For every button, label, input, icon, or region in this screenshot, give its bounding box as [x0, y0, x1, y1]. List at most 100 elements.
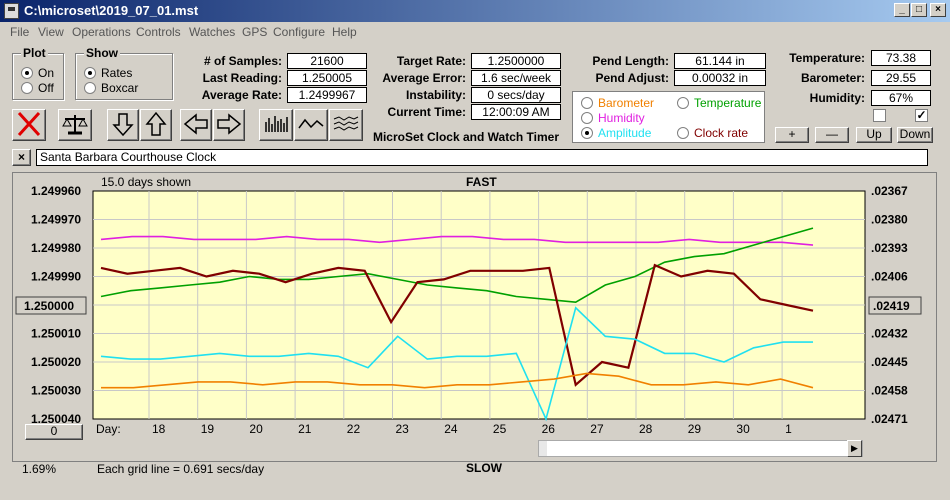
zero-button[interactable]: 0: [25, 424, 83, 440]
balance-button[interactable]: [58, 109, 92, 141]
menu-gps[interactable]: GPS: [242, 25, 268, 39]
series-line-barometer: [101, 372, 814, 389]
target-rate-label: Target Rate:: [396, 54, 466, 68]
menu-help[interactable]: Help: [332, 25, 357, 39]
series-barometer-label: Barometer: [598, 96, 655, 110]
percent-readout: 1.69%: [22, 462, 57, 476]
series-line-temperature: [100, 227, 814, 304]
show-group-title: Show: [84, 46, 120, 60]
radio-icon: [677, 97, 689, 109]
current-time-field: 12:00:09 AM: [471, 104, 561, 120]
x-tick: 26: [542, 422, 556, 436]
radio-selected-icon: [21, 67, 33, 79]
close-window-button[interactable]: ×: [930, 3, 946, 17]
arrow-right-button[interactable]: [213, 109, 245, 141]
show-rates-radio[interactable]: Rates: [84, 66, 132, 80]
average-rate-field: 1.2499967: [287, 87, 367, 103]
pend-length-label: Pend Length:: [592, 54, 669, 68]
series-line-humidity: [100, 235, 814, 246]
option-checkbox-2[interactable]: ✓: [915, 108, 928, 122]
center-right-button: [868, 296, 922, 315]
plus-button[interactable]: +: [775, 127, 809, 143]
center-right-label: .02419: [873, 299, 910, 313]
samples-field: 21600: [287, 53, 367, 69]
rate-chart: 1.249960 1.249970 1.249980 1.249990 1.250010…: [15, 175, 922, 436]
arrow-right-icon: [217, 113, 242, 135]
maximize-button[interactable]: □: [911, 3, 927, 17]
arrow-left-button[interactable]: [180, 109, 212, 141]
samples-label: # of Samples:: [203, 54, 282, 68]
center-rate-button: [15, 296, 87, 315]
radio-icon: [21, 82, 33, 94]
minus-button[interactable]: —: [815, 127, 849, 143]
humidity-label: Humidity:: [809, 91, 865, 105]
y-left-tick: 1.250020: [31, 355, 81, 369]
y-right-tick: .02445: [871, 355, 908, 369]
menu-file[interactable]: File: [10, 25, 30, 39]
title-bar: C:\microset\2019_07_01.mst _ □ ×: [0, 0, 950, 22]
bar-graph-button[interactable]: [259, 109, 293, 141]
line-graph-button[interactable]: [294, 109, 328, 141]
series-barometer-radio[interactable]: Barometer: [581, 96, 654, 110]
current-time-label: Current Time:: [387, 105, 466, 119]
radio-selected-icon: [84, 67, 96, 79]
menu-operations[interactable]: Operations: [72, 25, 131, 39]
menu-controls[interactable]: Controls: [136, 25, 181, 39]
x-tick: 21: [298, 422, 312, 436]
scroll-right-button[interactable]: ▶: [847, 440, 862, 457]
y-left-tick: 1.250030: [31, 384, 81, 398]
up-button[interactable]: Up: [856, 127, 892, 143]
plot-on-radio[interactable]: On: [21, 66, 54, 80]
average-rate-label: Average Rate:: [201, 88, 282, 102]
series-line-rate: [100, 263, 814, 387]
plot-off-radio[interactable]: Off: [21, 81, 54, 95]
radio-icon: [677, 127, 689, 139]
clear-button[interactable]: [12, 109, 46, 141]
series-temperature-radio[interactable]: Temperature: [677, 96, 761, 110]
down-button[interactable]: Down: [897, 127, 933, 143]
y-left-tick: 1.249960: [31, 184, 81, 198]
minimize-button[interactable]: _: [894, 3, 910, 17]
instability-field: 0 secs/day: [471, 87, 561, 103]
arrow-down-icon: [112, 113, 134, 137]
x-tick: 1: [785, 422, 792, 436]
y-right-tick: .02406: [871, 270, 908, 284]
show-boxcar-radio[interactable]: Boxcar: [84, 81, 138, 95]
day-label: Day:: [96, 422, 121, 436]
y-left-tick: 1.250040: [31, 412, 81, 426]
x-tick: 29: [688, 422, 702, 436]
center-rate-label: 1.250000: [24, 299, 74, 313]
series-amplitude-label: Amplitude: [598, 126, 652, 140]
menu-configure[interactable]: Configure: [273, 25, 326, 39]
horizontal-scrollbar[interactable]: ▶: [538, 440, 863, 457]
arrow-up-button[interactable]: [140, 109, 172, 141]
bar-graph-icon: [265, 116, 288, 132]
last-reading-field: 1.250005: [287, 70, 367, 86]
y-right-tick: .02432: [871, 327, 908, 341]
close-watch-button[interactable]: ×: [12, 149, 31, 166]
y-right-tick: .02380: [871, 213, 908, 227]
watch-name-field[interactable]: Santa Barbara Courthouse Clock: [36, 149, 928, 166]
menu-view[interactable]: View: [38, 25, 64, 39]
temperature-label: Temperature:: [789, 51, 865, 65]
series-amplitude-radio[interactable]: Amplitude: [581, 126, 651, 140]
barometer-label: Barometer:: [800, 71, 865, 85]
x-tick: 18: [152, 422, 166, 436]
y-left-tick: 1.250010: [31, 327, 81, 341]
x-tick: 25: [493, 422, 507, 436]
red-x-icon: [17, 111, 41, 137]
scrollbar-track[interactable]: [547, 441, 847, 456]
arrow-left-icon: [183, 113, 208, 135]
x-tick: 24: [444, 422, 458, 436]
arrow-down-button[interactable]: [107, 109, 139, 141]
radio-icon: [84, 82, 96, 94]
series-humidity-radio[interactable]: Humidity: [581, 111, 645, 125]
barometer-field: 29.55: [871, 70, 931, 86]
last-reading-label: Last Reading:: [202, 71, 282, 85]
series-clock-rate-radio[interactable]: Clock rate: [677, 126, 748, 140]
option-checkbox-1[interactable]: [873, 109, 886, 122]
menu-watches[interactable]: Watches: [189, 25, 236, 39]
y-right-tick: .02393: [871, 241, 908, 255]
multi-line-graph-button[interactable]: [329, 109, 363, 141]
multi-line-icon: [333, 116, 359, 131]
